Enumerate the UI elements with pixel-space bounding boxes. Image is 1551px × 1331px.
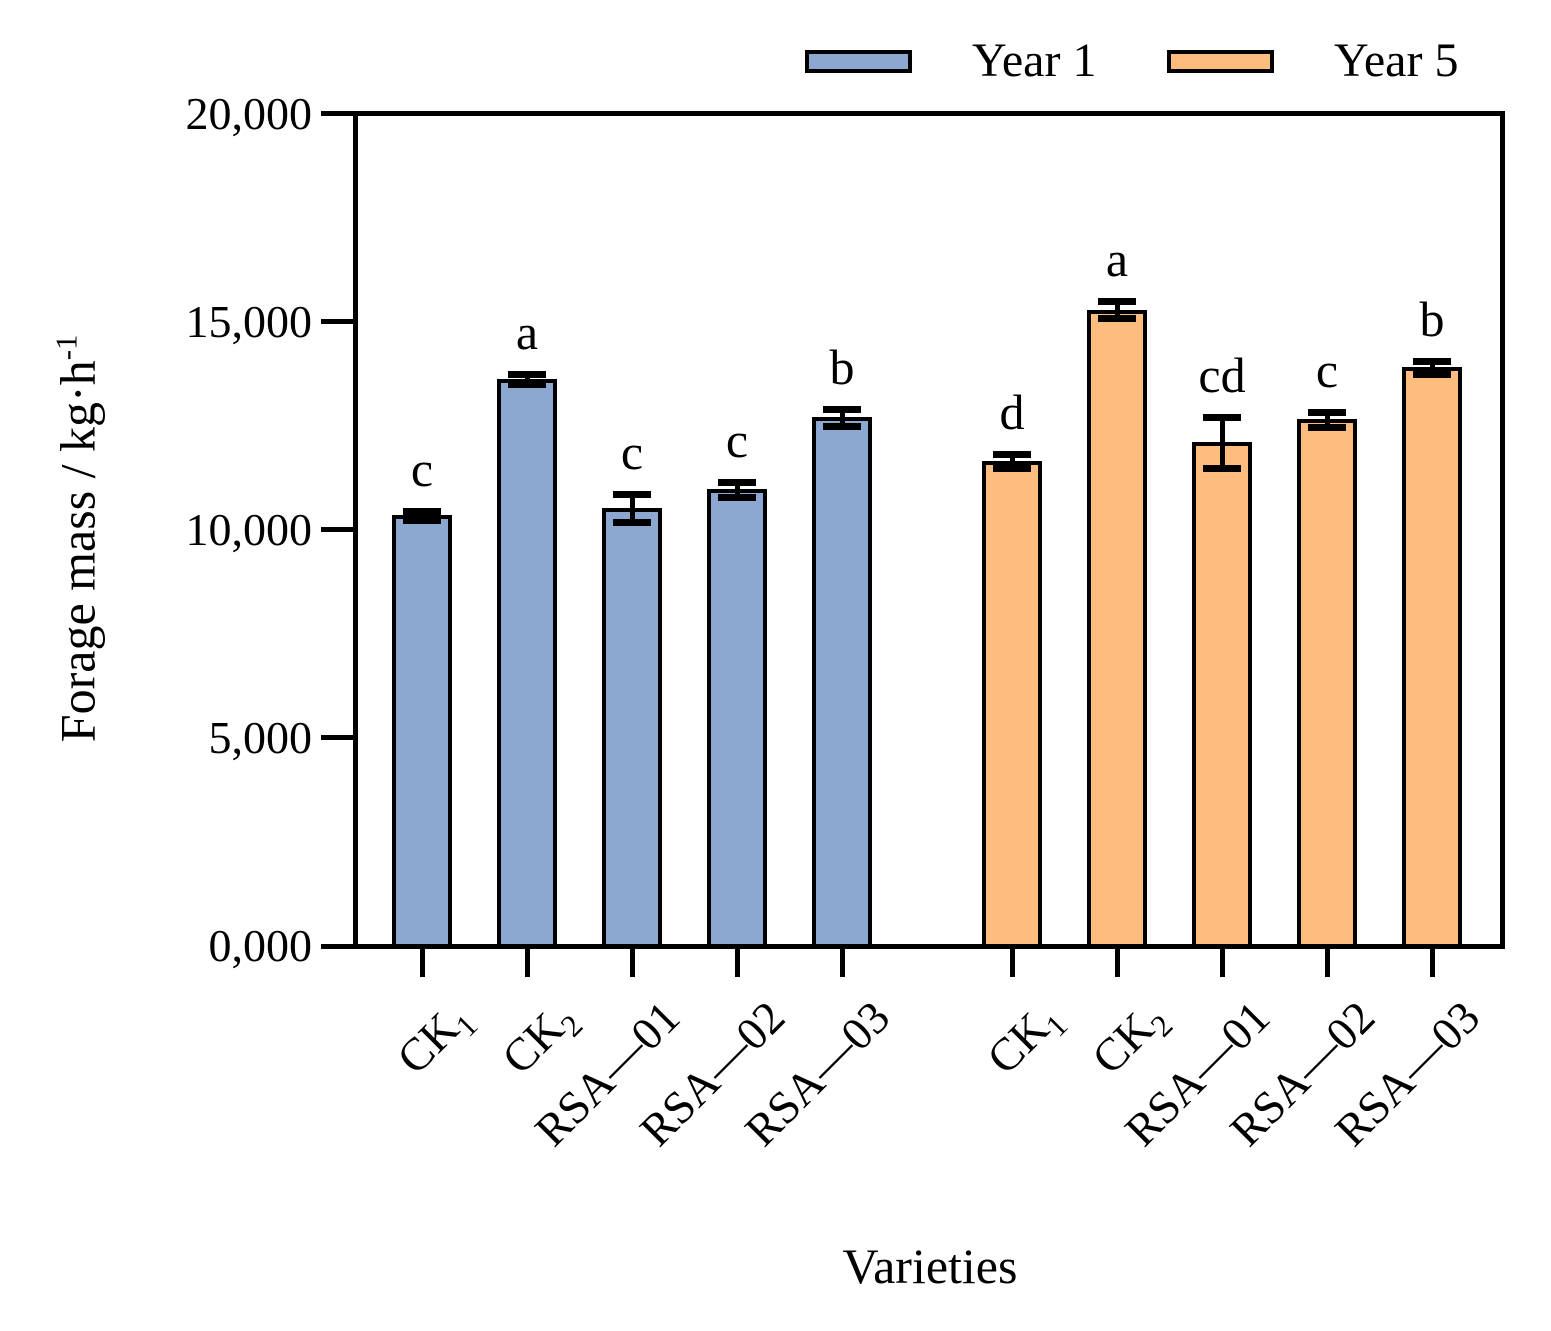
x-tick (1219, 948, 1225, 977)
x-tick (1114, 948, 1120, 977)
significance-letter: d (999, 383, 1025, 440)
y-tick-label: 5,000 (208, 711, 313, 763)
y-axis-title-text: Forage mass / kg·h (49, 360, 106, 743)
y-axis-title: Forage mass / kg·h-1 (37, 188, 108, 888)
y-tick (320, 527, 353, 533)
x-tick (524, 948, 530, 977)
error-bar (1324, 411, 1330, 428)
error-bar (839, 409, 845, 426)
error-bar-cap (1203, 413, 1241, 421)
significance-letter: b (829, 339, 855, 396)
bar (1297, 419, 1357, 949)
error-bar-cap (1308, 408, 1346, 416)
x-tick (734, 948, 740, 977)
error-bar-cap (613, 518, 651, 526)
x-tick (629, 948, 635, 977)
x-tick (839, 948, 845, 977)
error-bar-cap (1413, 357, 1451, 365)
bar (392, 515, 452, 949)
y-tick-label: 20,000 (185, 87, 313, 139)
significance-letter: c (1315, 341, 1339, 398)
y-tick (320, 735, 353, 741)
error-bar-cap (508, 380, 546, 388)
significance-letter: c (620, 423, 644, 480)
significance-letter: cd (1198, 346, 1246, 403)
legend: Year 1 Year 5 (0, 0, 1551, 110)
error-bar (419, 510, 425, 520)
y-tick-label: 10,000 (185, 503, 313, 555)
legend-label-year5: Year 5 (1334, 34, 1459, 87)
bar (982, 461, 1042, 949)
error-bar-cap (403, 516, 441, 524)
error-bar-cap (718, 478, 756, 486)
error-bar (1009, 453, 1015, 469)
error-bar (1429, 360, 1435, 375)
error-bar-cap (508, 370, 546, 378)
bar (1087, 309, 1147, 949)
y-tick (320, 111, 353, 116)
error-bar-cap (993, 450, 1031, 458)
error-bar-cap (1308, 424, 1346, 432)
significance-letter: a (1105, 231, 1129, 288)
x-tick (1324, 948, 1330, 977)
x-tick (1429, 948, 1435, 977)
y-axis-title-superscript: -1 (48, 334, 84, 361)
error-bar (524, 373, 530, 384)
y-tick-label: 15,000 (185, 295, 313, 347)
legend-swatch-year5 (1167, 50, 1274, 73)
error-bar (1114, 301, 1120, 318)
bar (497, 378, 557, 949)
significance-letter: c (410, 440, 434, 497)
error-bar-cap (993, 465, 1031, 473)
plot-area (352, 111, 1505, 949)
significance-letter: a (515, 303, 539, 360)
error-bar-cap (403, 507, 441, 515)
error-bar-cap (718, 493, 756, 501)
error-bar-cap (613, 490, 651, 498)
bar (812, 417, 872, 949)
significance-letter: b (1419, 290, 1445, 347)
bar (602, 507, 662, 949)
significance-letter: c (725, 411, 749, 468)
bar (707, 489, 767, 949)
bar (1402, 367, 1462, 949)
error-bar (629, 493, 635, 522)
x-tick (419, 948, 425, 977)
x-tick (1009, 948, 1015, 977)
bar (1192, 442, 1252, 949)
error-bar-cap (1098, 298, 1136, 306)
error-bar-cap (1413, 371, 1451, 379)
error-bar-cap (823, 406, 861, 414)
error-bar-cap (823, 422, 861, 430)
legend-swatch-year1 (805, 50, 912, 73)
x-axis-title: Varieties (842, 1238, 1018, 1294)
legend-label-year1: Year 1 (972, 34, 1097, 87)
error-bar (1219, 416, 1225, 469)
y-tick (320, 943, 353, 949)
y-tick-label: 0,000 (208, 920, 313, 971)
error-bar-cap (1203, 465, 1241, 473)
y-tick (320, 319, 353, 325)
error-bar (734, 481, 740, 497)
error-bar-cap (1098, 314, 1136, 322)
